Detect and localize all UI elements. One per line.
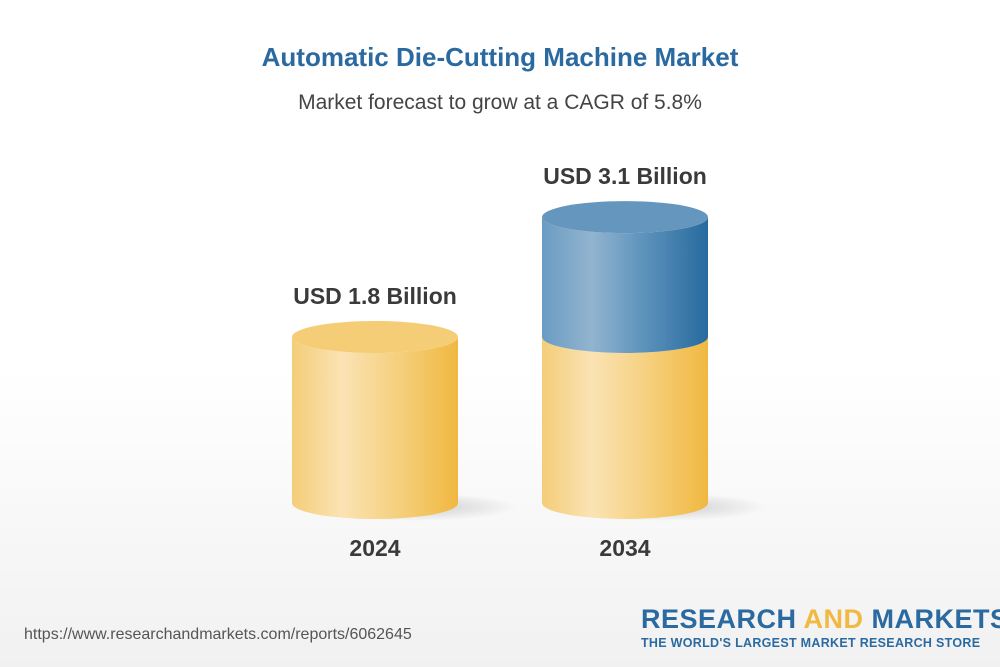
category-label: 2024 bbox=[349, 535, 400, 561]
logo-tagline: THE WORLD'S LARGEST MARKET RESEARCH STOR… bbox=[641, 636, 981, 650]
data-label: USD 1.8 Billion bbox=[293, 283, 457, 309]
category-label: 2034 bbox=[599, 535, 650, 561]
logo-text-1: RESEARCH bbox=[641, 604, 804, 634]
bar-base-segment bbox=[292, 337, 458, 519]
chart-subtitle: Market forecast to grow at a CAGR of 5.8… bbox=[298, 91, 702, 114]
logo-text-2: AND bbox=[803, 604, 864, 634]
bar-top bbox=[542, 201, 708, 234]
data-label: USD 3.1 Billion bbox=[543, 163, 707, 189]
research-and-markets-logo: RESEARCH AND MARKETS THE WORLD'S LARGEST… bbox=[641, 604, 1000, 650]
bar-growth-segment bbox=[542, 217, 708, 353]
chart-title: Automatic Die-Cutting Machine Market bbox=[261, 42, 739, 72]
logo-text-3: MARKETS bbox=[863, 604, 1000, 634]
bar-base-segment bbox=[542, 337, 708, 519]
source-url[interactable]: https://www.researchandmarkets.com/repor… bbox=[24, 626, 412, 643]
bar-top bbox=[292, 321, 458, 353]
